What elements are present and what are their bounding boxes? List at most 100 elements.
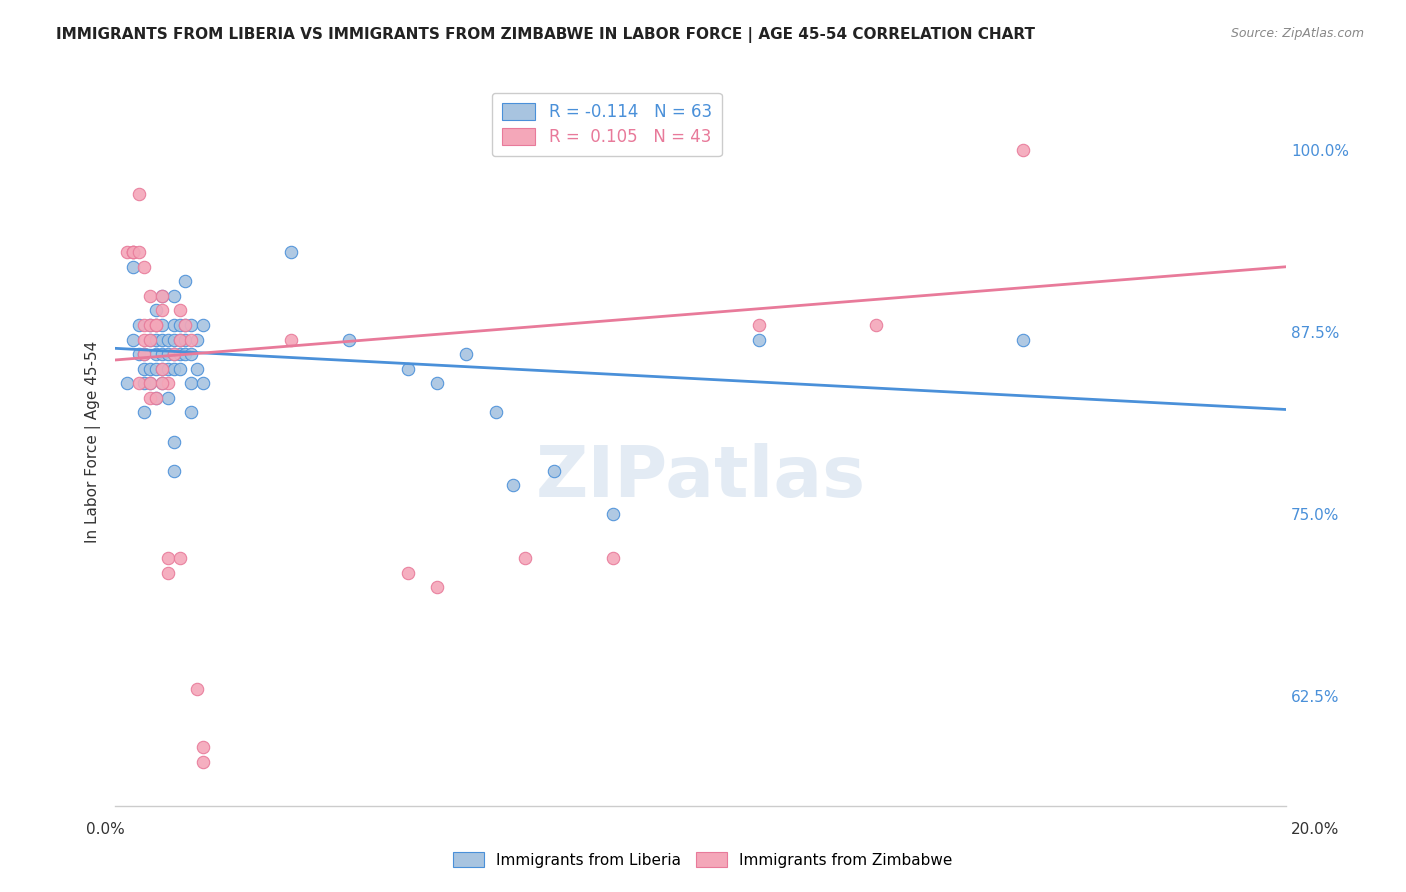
Point — [145, 318, 167, 332]
Point — [426, 580, 449, 594]
Point — [602, 551, 624, 566]
Point — [169, 551, 191, 566]
Point — [150, 347, 173, 361]
Point — [180, 405, 202, 419]
Point — [169, 333, 191, 347]
Point — [150, 376, 173, 391]
Point — [128, 318, 150, 332]
Point — [139, 289, 162, 303]
Text: IMMIGRANTS FROM LIBERIA VS IMMIGRANTS FROM ZIMBABWE IN LABOR FORCE | AGE 45-54 C: IMMIGRANTS FROM LIBERIA VS IMMIGRANTS FR… — [56, 27, 1035, 43]
Point — [543, 464, 565, 478]
Text: 20.0%: 20.0% — [1291, 822, 1339, 837]
Point — [150, 376, 173, 391]
Point — [280, 245, 302, 260]
Point — [163, 464, 186, 478]
Point — [191, 318, 214, 332]
Point — [163, 434, 186, 449]
Point — [280, 333, 302, 347]
Point — [169, 303, 191, 318]
Point — [121, 333, 143, 347]
Point — [121, 245, 143, 260]
Point — [128, 245, 150, 260]
Point — [150, 289, 173, 303]
Point — [139, 333, 162, 347]
Point — [186, 361, 208, 376]
Text: 0.0%: 0.0% — [86, 822, 125, 837]
Point — [180, 333, 202, 347]
Point — [139, 318, 162, 332]
Point — [174, 318, 197, 332]
Point — [156, 391, 179, 405]
Point — [156, 361, 179, 376]
Point — [150, 333, 173, 347]
Point — [396, 566, 419, 580]
Point — [150, 361, 173, 376]
Point — [748, 318, 770, 332]
Point — [121, 245, 143, 260]
Legend: Immigrants from Liberia, Immigrants from Zimbabwe: Immigrants from Liberia, Immigrants from… — [446, 844, 960, 875]
Point — [396, 361, 419, 376]
Point — [156, 551, 179, 566]
Point — [180, 318, 202, 332]
Point — [174, 274, 197, 288]
Point — [145, 318, 167, 332]
Point — [145, 318, 167, 332]
Point — [169, 333, 191, 347]
Point — [145, 303, 167, 318]
Point — [186, 682, 208, 697]
Point — [180, 347, 202, 361]
Point — [150, 303, 173, 318]
Point — [174, 347, 197, 361]
Point — [163, 333, 186, 347]
Point — [191, 755, 214, 769]
Point — [169, 361, 191, 376]
Point — [156, 347, 179, 361]
Point — [186, 333, 208, 347]
Point — [163, 289, 186, 303]
Point — [139, 391, 162, 405]
Point — [145, 347, 167, 361]
Y-axis label: In Labor Force | Age 45-54: In Labor Force | Age 45-54 — [86, 341, 101, 542]
Point — [145, 361, 167, 376]
Point — [139, 376, 162, 391]
Point — [191, 376, 214, 391]
Point — [128, 376, 150, 391]
Point — [485, 405, 508, 419]
Point — [134, 376, 156, 391]
Point — [174, 333, 197, 347]
Point — [456, 347, 478, 361]
Text: ZIPatlas: ZIPatlas — [536, 443, 866, 512]
Point — [426, 376, 449, 391]
Point — [150, 318, 173, 332]
Point — [156, 333, 179, 347]
Point — [145, 333, 167, 347]
Point — [134, 361, 156, 376]
Point — [150, 361, 173, 376]
Point — [602, 508, 624, 522]
Text: Source: ZipAtlas.com: Source: ZipAtlas.com — [1230, 27, 1364, 40]
Point — [134, 347, 156, 361]
Point — [134, 405, 156, 419]
Point — [128, 186, 150, 201]
Point — [174, 318, 197, 332]
Point — [139, 361, 162, 376]
Point — [128, 347, 150, 361]
Point — [139, 376, 162, 391]
Point — [134, 333, 156, 347]
Point — [139, 318, 162, 332]
Point — [145, 391, 167, 405]
Point — [121, 245, 143, 260]
Point — [191, 740, 214, 755]
Point — [134, 318, 156, 332]
Point — [180, 376, 202, 391]
Point — [115, 376, 138, 391]
Point — [163, 347, 186, 361]
Point — [865, 318, 887, 332]
Point — [502, 478, 524, 492]
Point — [134, 260, 156, 274]
Point — [156, 376, 179, 391]
Legend: R = -0.114   N = 63, R =  0.105   N = 43: R = -0.114 N = 63, R = 0.105 N = 43 — [492, 93, 721, 156]
Point — [139, 333, 162, 347]
Point — [121, 260, 143, 274]
Point — [169, 318, 191, 332]
